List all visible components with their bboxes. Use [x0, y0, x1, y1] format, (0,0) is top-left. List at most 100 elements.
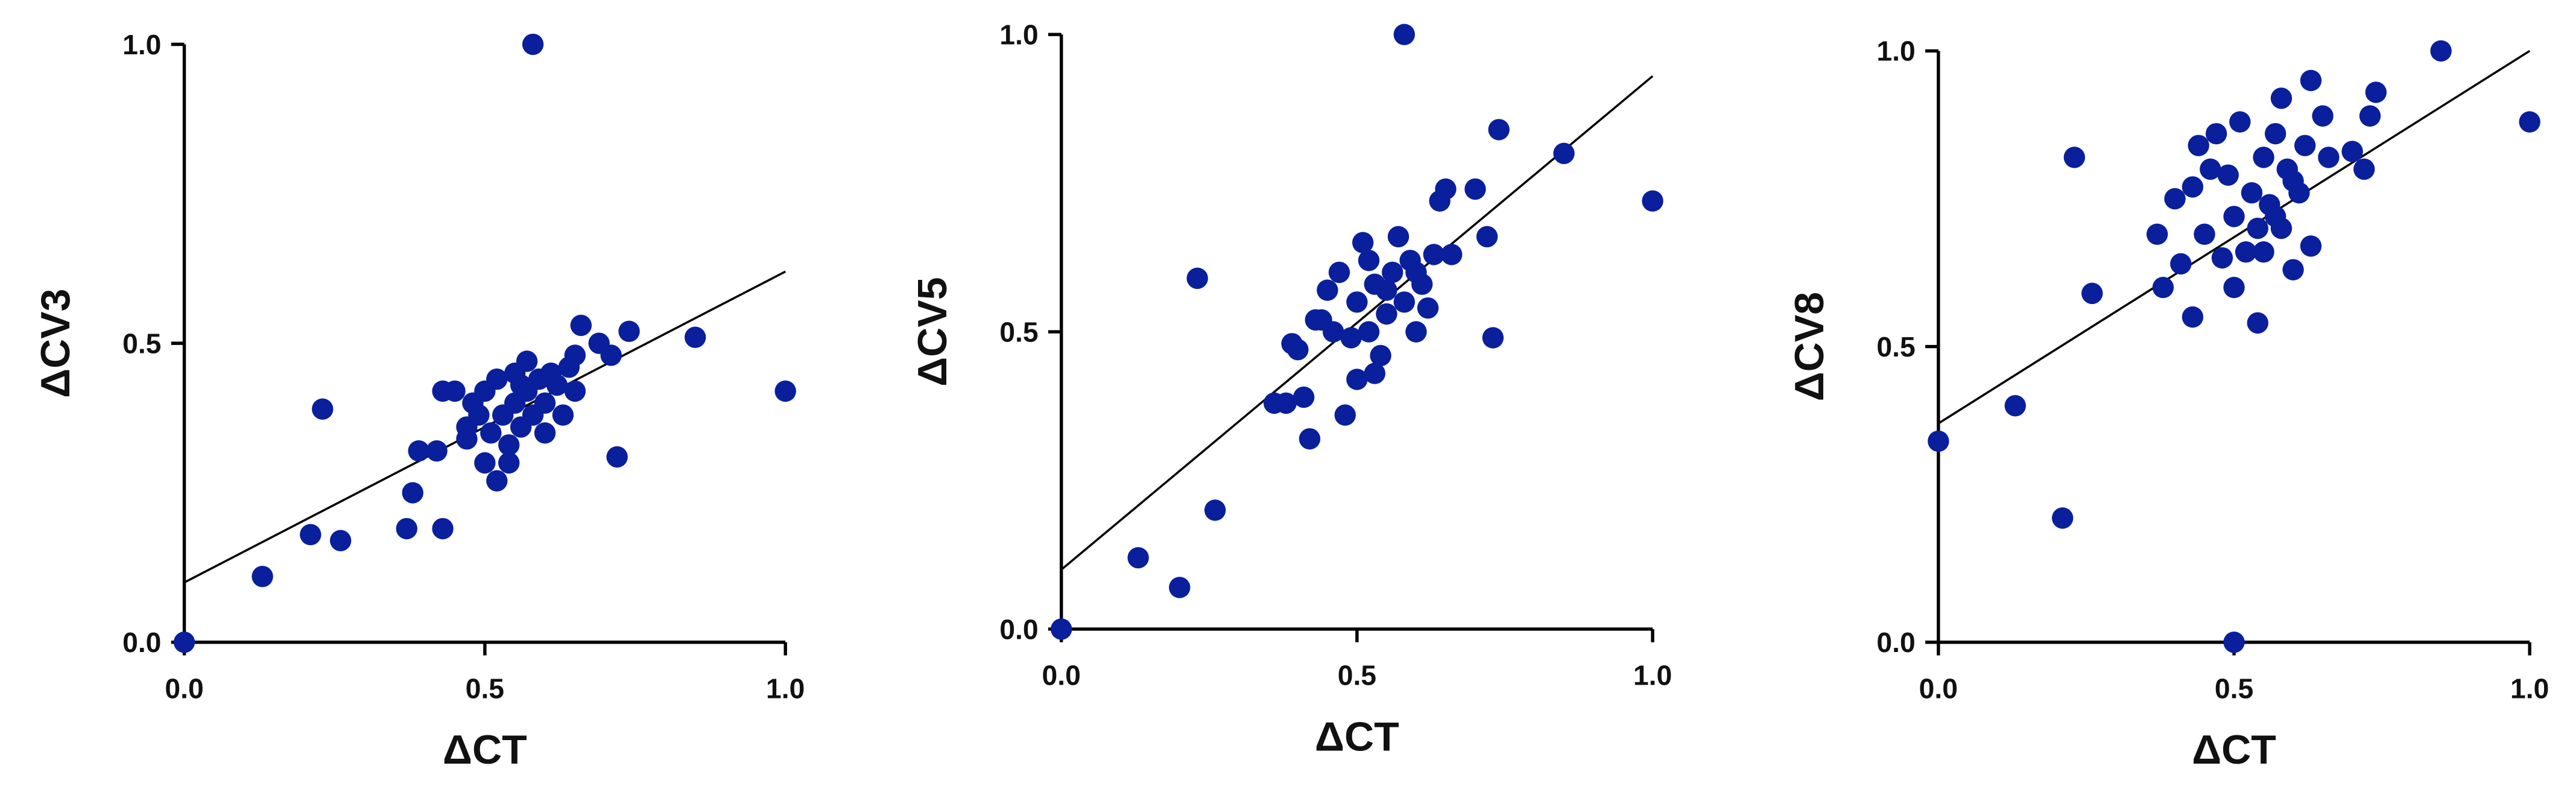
data-point — [1417, 297, 1439, 319]
data-point — [1293, 386, 1315, 408]
x-tick-label: 0.5 — [2215, 673, 2253, 704]
data-point — [486, 368, 508, 390]
data-point — [2253, 147, 2274, 168]
data-point — [456, 416, 478, 438]
data-point — [1435, 178, 1457, 200]
data-point — [2341, 141, 2363, 162]
x-tick-label: 0.5 — [1338, 660, 1376, 691]
data-point — [1204, 499, 1226, 521]
data-point — [2004, 394, 2027, 417]
data-point — [480, 422, 502, 444]
data-point — [2264, 206, 2286, 227]
data-point — [2359, 105, 2381, 127]
data-point — [2282, 259, 2304, 280]
data-point — [2188, 135, 2209, 156]
y-tick-label: 1.0 — [999, 19, 1038, 51]
data-point — [252, 566, 273, 588]
data-point — [552, 404, 574, 426]
data-point — [2282, 170, 2304, 192]
data-point — [1352, 232, 1374, 253]
data-point — [486, 470, 508, 492]
data-point — [600, 344, 622, 366]
data-point — [498, 452, 520, 474]
data-point — [2270, 87, 2293, 109]
data-point — [2519, 111, 2540, 133]
y-tick-label: 0.5 — [122, 328, 161, 359]
data-point — [2194, 223, 2215, 245]
x-axis-label: ΔCT — [2192, 727, 2276, 773]
data-point — [606, 446, 628, 468]
data-point — [426, 440, 448, 462]
data-point — [1127, 546, 1149, 569]
data-point — [408, 440, 429, 462]
y-tick-label: 1.0 — [1876, 36, 1915, 67]
data-point — [774, 380, 796, 402]
data-point — [1642, 190, 1663, 212]
data-point — [522, 33, 544, 55]
data-point — [1340, 327, 1362, 349]
data-point — [1346, 291, 1368, 313]
data-point — [1287, 338, 1309, 361]
x-axis-label: ΔCT — [1315, 714, 1399, 759]
x-tick-label: 0.5 — [466, 673, 504, 704]
data-point — [2146, 223, 2168, 245]
data-point — [2223, 276, 2245, 299]
data-point — [432, 518, 454, 540]
data-point — [2223, 632, 2245, 653]
data-point — [2052, 507, 2074, 529]
data-point — [2312, 105, 2334, 127]
y-tick-label: 0.0 — [122, 627, 161, 658]
data-point — [1441, 244, 1463, 265]
y-axis-label: ΔCV5 — [910, 277, 955, 386]
data-point — [1370, 344, 1391, 367]
data-point — [534, 422, 556, 444]
data-point — [444, 380, 466, 402]
y-axis-label: ΔCV8 — [1786, 292, 1832, 401]
data-point — [402, 482, 423, 504]
data-point — [2300, 235, 2322, 257]
data-point — [2229, 111, 2251, 133]
data-point — [570, 314, 592, 337]
data-point — [2223, 206, 2245, 227]
data-point — [1405, 261, 1427, 283]
x-tick-label: 0.0 — [1919, 673, 1958, 704]
data-point — [2182, 176, 2204, 198]
data-point — [1488, 119, 1510, 141]
y-tick-label: 1.0 — [122, 29, 161, 60]
x-tick-label: 1.0 — [766, 673, 805, 704]
data-point — [1364, 363, 1385, 384]
data-point — [2294, 135, 2316, 156]
data-point — [540, 362, 562, 384]
data-point — [564, 344, 586, 366]
data-point — [1334, 404, 1356, 426]
data-point — [1051, 618, 1072, 640]
data-point — [2170, 253, 2192, 275]
data-point — [1317, 279, 1338, 301]
data-point — [2241, 182, 2263, 204]
data-point — [1387, 226, 1410, 248]
data-point — [2205, 122, 2227, 145]
data-point — [685, 326, 706, 348]
data-point — [462, 392, 484, 414]
data-point — [2164, 188, 2186, 210]
data-point — [1393, 291, 1415, 313]
y-axis-label: ΔCV3 — [33, 288, 78, 398]
data-point — [1553, 142, 1575, 165]
data-point — [1299, 428, 1321, 450]
data-point — [1358, 250, 1380, 271]
y-tick-label: 0.5 — [1876, 331, 1915, 363]
x-tick-label: 0.0 — [165, 673, 203, 704]
data-point — [2247, 217, 2268, 239]
data-point — [396, 518, 418, 540]
data-point — [1169, 577, 1191, 598]
data-point — [2081, 282, 2103, 305]
data-point — [2211, 247, 2233, 269]
data-point — [534, 392, 556, 414]
data-point — [2152, 276, 2174, 299]
data-point — [1186, 267, 1208, 290]
y-tick-label: 0.0 — [999, 613, 1038, 645]
data-point — [498, 434, 520, 456]
data-point — [2235, 241, 2257, 263]
data-point — [173, 632, 195, 653]
